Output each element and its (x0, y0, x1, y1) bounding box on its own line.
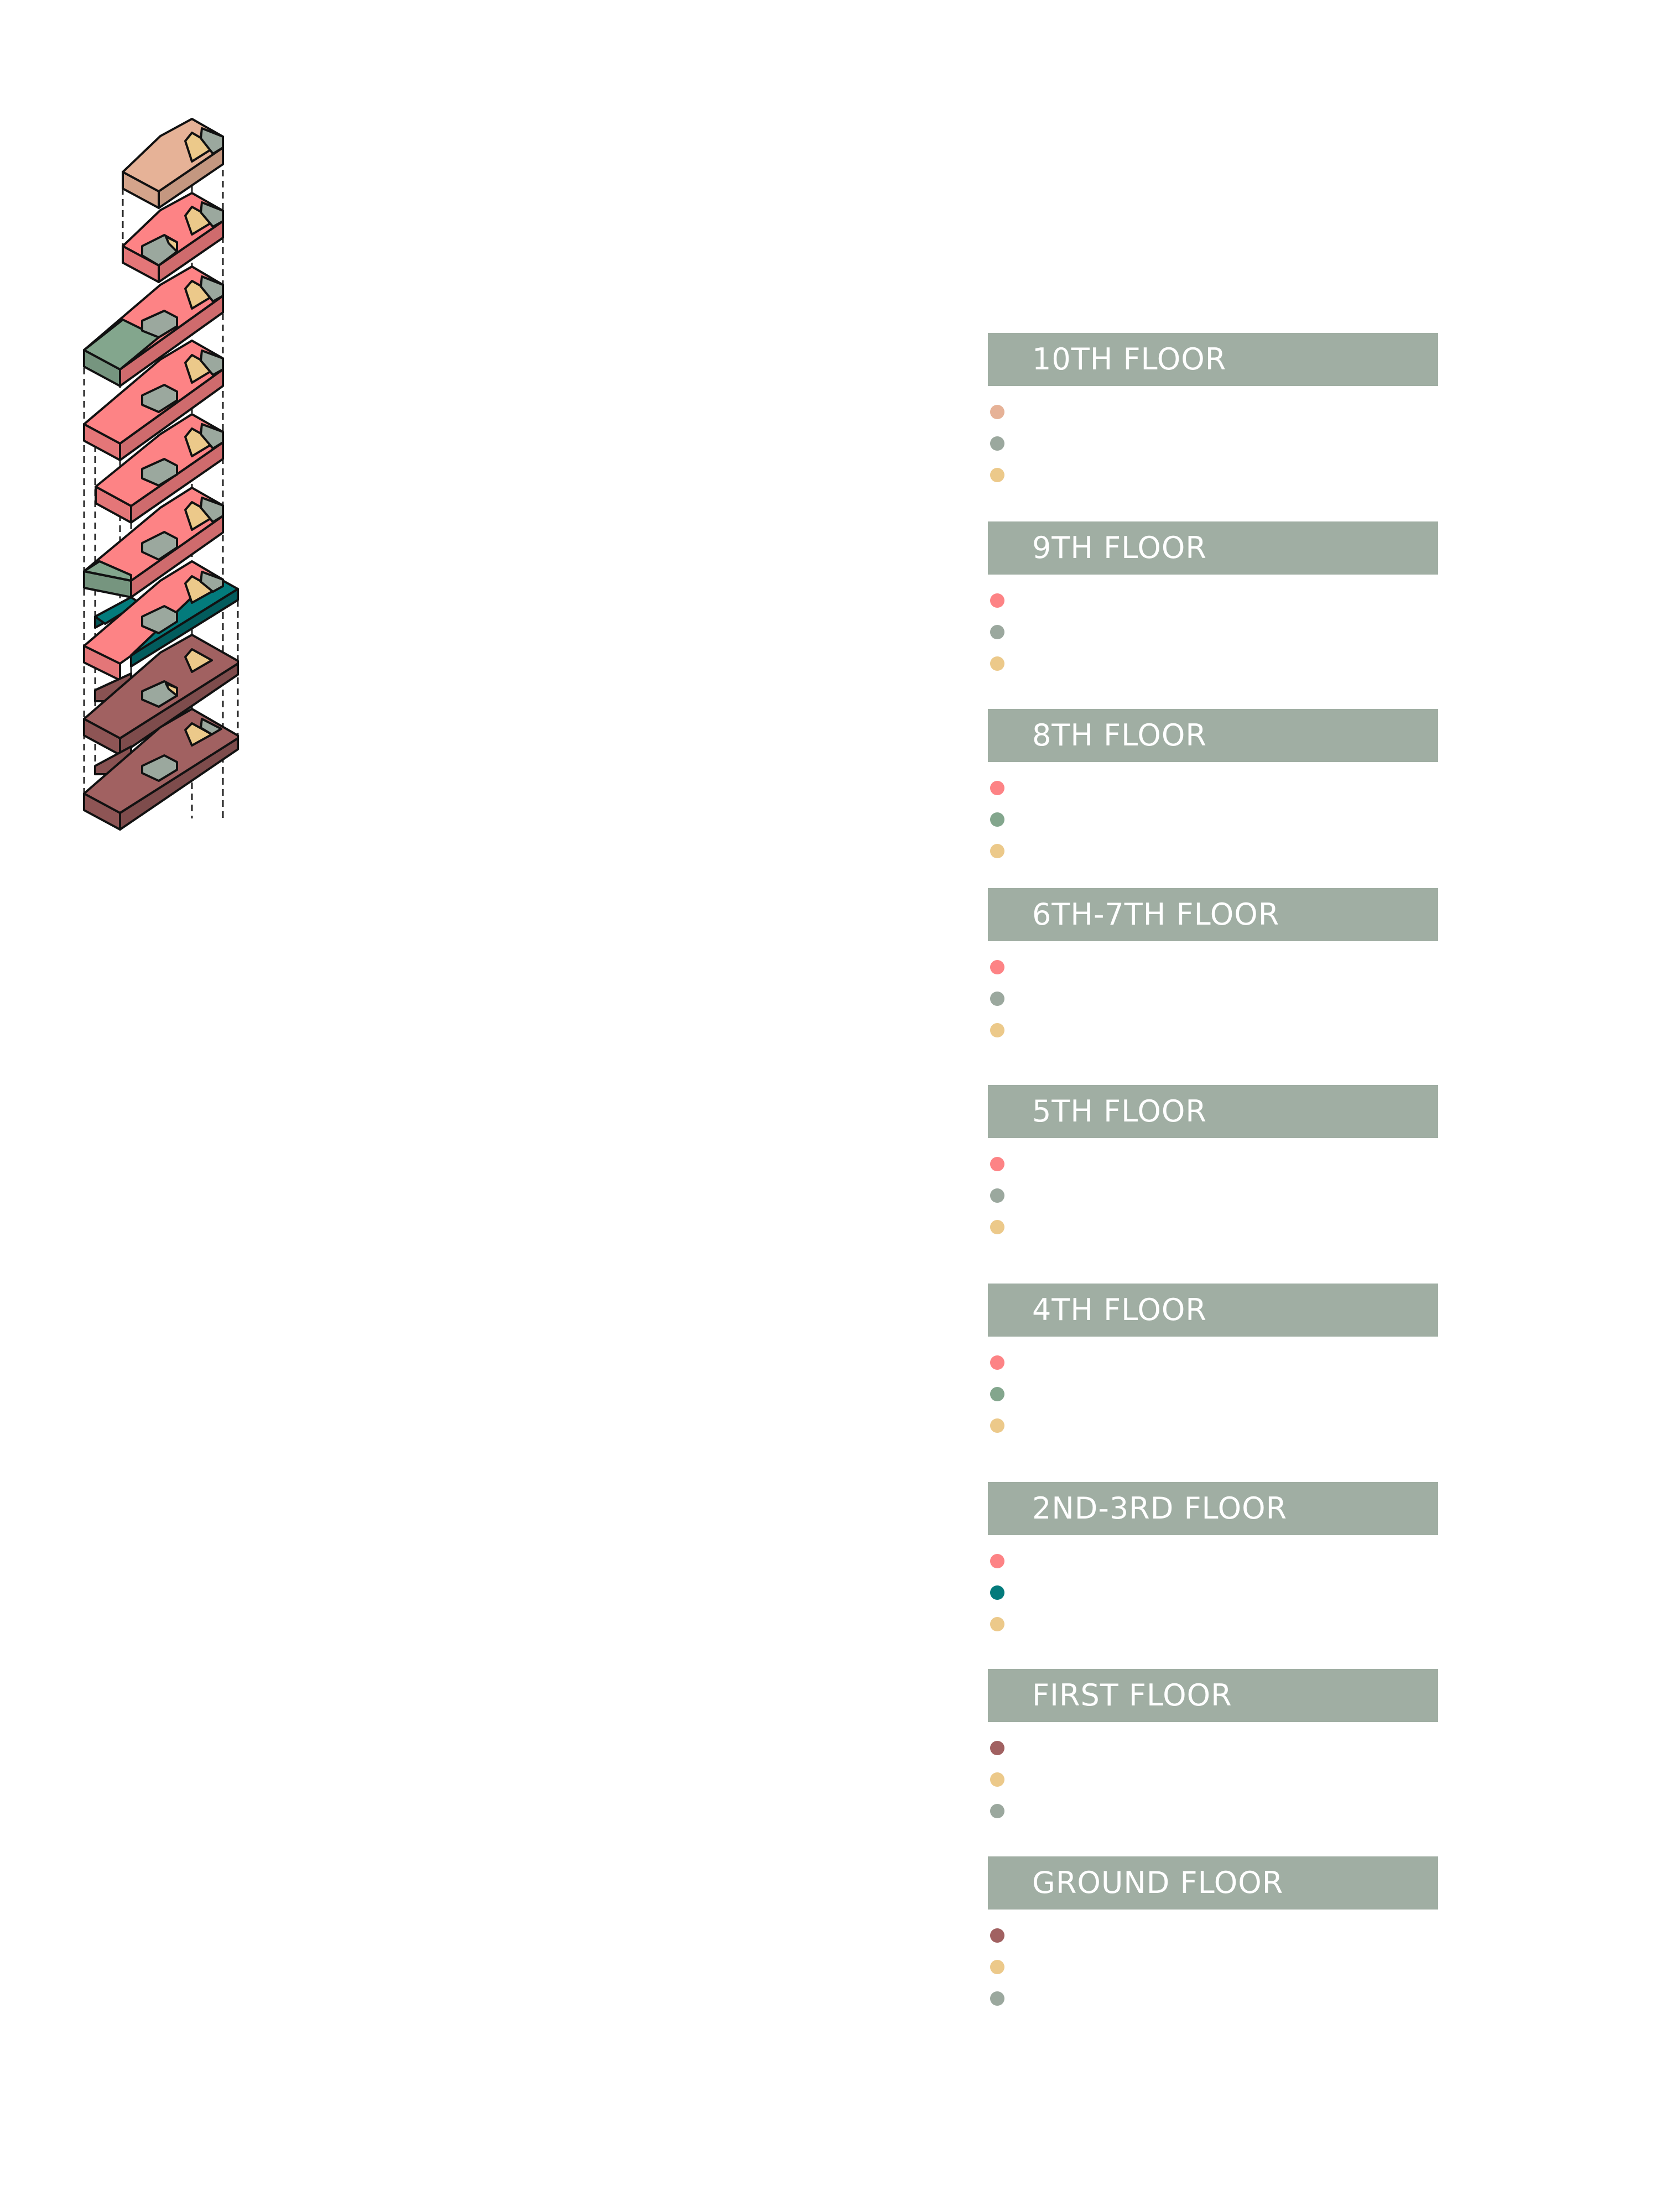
slab-23-stair-grey (141, 605, 178, 634)
legend-color-swatch (990, 844, 1004, 858)
legend-floor-title: 10TH FLOOR (988, 333, 1438, 386)
legend-color-swatch (990, 625, 1004, 639)
slab-8-core-grey (200, 275, 224, 302)
legend-color-swatch (990, 1188, 1004, 1203)
floor-slabs (83, 118, 239, 831)
slab-8-stair-grey (141, 310, 178, 338)
legend-group: 2ND-3RD FLOOR (988, 1482, 1438, 1648)
legend-group: 4TH FLOOR (988, 1284, 1438, 1450)
legend-color-swatch (990, 812, 1004, 827)
legend-color-swatch (990, 781, 1004, 795)
legend-swatches (988, 960, 1438, 1037)
legend-floor-title: GROUND FLOOR (988, 1856, 1438, 1910)
legend-swatches (988, 1157, 1438, 1234)
legend-swatches (988, 1554, 1438, 1631)
legend-swatches (988, 1928, 1438, 2006)
legend-color-swatch (990, 593, 1004, 608)
slab-23-core-grey (200, 571, 224, 593)
legend-floor-title: FIRST FLOOR (988, 1669, 1438, 1722)
legend-color-swatch (990, 1585, 1004, 1600)
legend-color-swatch (990, 1387, 1004, 1401)
legend-swatches (988, 781, 1438, 858)
slab-5-stair-grey (141, 458, 178, 487)
legend-group: FIRST FLOOR (988, 1669, 1438, 1835)
legend-color-swatch (990, 1991, 1004, 2006)
legend-swatches (988, 593, 1438, 671)
legend-color-swatch (990, 1928, 1004, 1943)
slab-67-core-grey (200, 349, 224, 376)
legend-swatches (988, 405, 1438, 482)
legend-floor-title: 4TH FLOOR (988, 1284, 1438, 1337)
slab-9-stair-sand (165, 236, 178, 253)
legend-color-swatch (990, 405, 1004, 419)
legend-color-swatch (990, 656, 1004, 671)
slab-10-core-grey (200, 127, 224, 155)
legend-floor-title: 9TH FLOOR (988, 521, 1438, 575)
legend-color-swatch (990, 468, 1004, 482)
legend-color-swatch (990, 992, 1004, 1006)
slab-g-core-grey (200, 718, 222, 735)
slab-1-core-sand (184, 648, 213, 673)
legend-color-swatch (990, 436, 1004, 451)
legend-floor-title: 2ND-3RD FLOOR (988, 1482, 1438, 1535)
legend-color-swatch (990, 960, 1004, 974)
legend-color-swatch (990, 1804, 1004, 1818)
legend-floor-title: 6TH-7TH FLOOR (988, 888, 1438, 941)
legend-group: 5TH FLOOR (988, 1085, 1438, 1251)
legend-color-swatch (990, 1418, 1004, 1433)
slab-1-stair-sand (165, 682, 178, 697)
slab-4-core-grey (200, 497, 224, 523)
legend-group: GROUND FLOOR (988, 1856, 1438, 2023)
legend-group: 10TH FLOOR (988, 333, 1438, 499)
legend-swatches (988, 1355, 1438, 1433)
legend-color-swatch (990, 1157, 1004, 1171)
slab-5-core-grey (200, 423, 224, 450)
legend-floor-title: 8TH FLOOR (988, 709, 1438, 762)
legend-group: 8TH FLOOR (988, 709, 1438, 875)
legend-color-swatch (990, 1355, 1004, 1370)
legend-swatches (988, 1741, 1438, 1818)
slab-g-stair-grey (141, 754, 178, 782)
legend-group: 9TH FLOOR (988, 521, 1438, 688)
slab-9-core-grey (200, 201, 224, 228)
legend-group: 6TH-7TH FLOOR (988, 888, 1438, 1055)
slab-67-stair-grey (141, 384, 178, 413)
slab-4-stair-grey (141, 531, 178, 561)
legend-color-swatch (990, 1960, 1004, 1974)
legend-color-swatch (990, 1220, 1004, 1234)
legend-color-swatch (990, 1741, 1004, 1755)
exploded-axonometric-diagram (83, 118, 239, 831)
legend-color-swatch (990, 1617, 1004, 1631)
legend-color-swatch (990, 1554, 1004, 1568)
legend-color-swatch (990, 1772, 1004, 1787)
legend-color-swatch (990, 1023, 1004, 1037)
legend-floor-title: 5TH FLOOR (988, 1085, 1438, 1138)
slab-4-wing-sage (83, 560, 132, 582)
